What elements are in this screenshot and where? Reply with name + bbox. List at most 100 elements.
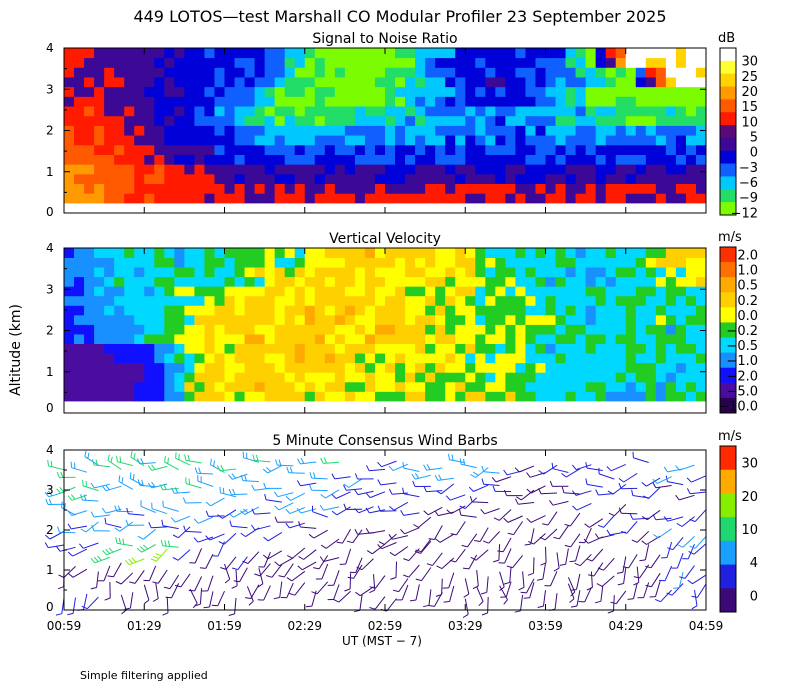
heatmap-cell bbox=[445, 48, 456, 59]
wind-barb bbox=[621, 512, 638, 515]
y-tick-label: 4 bbox=[46, 41, 54, 55]
heatmap-cell bbox=[475, 125, 486, 136]
heatmap-cell bbox=[234, 173, 245, 185]
wind-barb-flag bbox=[231, 567, 239, 571]
heatmap-cell bbox=[435, 144, 446, 155]
wind-barb-flag bbox=[121, 477, 124, 484]
heatmap-cell bbox=[685, 305, 697, 316]
y-tick-label: 0 bbox=[46, 205, 54, 219]
heatmap-cell bbox=[284, 125, 296, 136]
wind-barb bbox=[321, 563, 329, 580]
heatmap-cell bbox=[605, 372, 617, 383]
heatmap-cell bbox=[505, 135, 516, 146]
wind-barb-flag bbox=[90, 511, 95, 518]
heatmap-cell bbox=[395, 125, 406, 136]
heatmap-cell bbox=[144, 183, 155, 194]
heatmap-cell bbox=[154, 257, 165, 268]
heatmap-cell bbox=[465, 295, 476, 306]
heatmap-cell bbox=[354, 324, 366, 335]
heatmap-cell bbox=[324, 193, 336, 204]
heatmap-cell bbox=[505, 77, 516, 88]
heatmap-cell bbox=[445, 154, 456, 165]
heatmap-cell bbox=[475, 257, 486, 268]
wind-barb bbox=[129, 477, 145, 487]
wind-barb-flag bbox=[56, 471, 60, 478]
heatmap-cell bbox=[164, 57, 175, 68]
heatmap-cell bbox=[74, 86, 85, 97]
heatmap-cell bbox=[535, 381, 546, 392]
heatmap-cell bbox=[84, 106, 95, 117]
heatmap-cell bbox=[294, 86, 306, 97]
heatmap-cell bbox=[645, 353, 657, 364]
heatmap-cell bbox=[645, 305, 657, 316]
heatmap-cell bbox=[374, 248, 386, 258]
heatmap-cell bbox=[495, 144, 506, 155]
wind-barb bbox=[476, 570, 479, 587]
wind-barb-flag bbox=[244, 597, 251, 599]
wind-barb-flag bbox=[414, 473, 420, 479]
heatmap-cell bbox=[314, 334, 326, 345]
heatmap-cell bbox=[274, 135, 286, 146]
heatmap-cell bbox=[174, 362, 185, 373]
wind-barb-flag bbox=[136, 547, 143, 553]
heatmap-cell bbox=[344, 362, 356, 373]
wind-barb bbox=[691, 475, 707, 483]
wind-barb bbox=[164, 461, 179, 471]
colorbar-swatch bbox=[720, 564, 736, 589]
wind-barb-flag bbox=[296, 480, 301, 486]
colorbar-label: 4 bbox=[750, 556, 758, 571]
wind-barb bbox=[169, 574, 180, 589]
heatmap-cell bbox=[505, 193, 516, 204]
wind-barb bbox=[185, 459, 202, 464]
wind-barb-flag bbox=[673, 587, 680, 589]
heatmap-cell bbox=[364, 96, 376, 107]
heatmap-cell bbox=[144, 362, 155, 373]
heatmap-cell bbox=[555, 164, 566, 175]
heatmap-cell bbox=[435, 164, 446, 175]
heatmap-cell bbox=[695, 67, 707, 78]
heatmap-cell bbox=[465, 276, 476, 287]
heatmap-cell bbox=[294, 248, 306, 258]
wind-barb-flag bbox=[288, 592, 296, 596]
heatmap-cell bbox=[134, 115, 145, 126]
wind-barb-flag bbox=[540, 562, 547, 566]
heatmap-cell bbox=[485, 324, 496, 335]
heatmap-cell bbox=[244, 183, 255, 194]
wind-barb-flag bbox=[97, 555, 102, 561]
wind-barb bbox=[151, 508, 168, 515]
heatmap-cell bbox=[435, 96, 446, 107]
heatmap-cell bbox=[174, 324, 185, 335]
wind-barb-flag bbox=[286, 466, 290, 473]
heatmap-cell bbox=[334, 267, 346, 278]
wind-barb-flag bbox=[528, 540, 534, 545]
heatmap-cell bbox=[204, 77, 215, 88]
heatmap-cell bbox=[184, 57, 195, 68]
heatmap-cell bbox=[234, 353, 245, 364]
heatmap-cell bbox=[244, 173, 255, 185]
heatmap-cell bbox=[585, 164, 597, 175]
wind-barb-flag bbox=[369, 589, 376, 594]
heatmap-cell bbox=[84, 267, 95, 278]
heatmap-cell bbox=[274, 353, 286, 364]
heatmap-cell bbox=[485, 391, 496, 402]
heatmap-cell bbox=[645, 135, 657, 146]
heatmap-cell bbox=[264, 154, 276, 165]
heatmap-cell bbox=[154, 125, 165, 136]
wind-barb-flag bbox=[631, 489, 634, 496]
heatmap-cell bbox=[304, 314, 316, 325]
wind-barb bbox=[610, 463, 626, 472]
heatmap-cell bbox=[535, 276, 546, 287]
heatmap-cell bbox=[284, 173, 296, 185]
heatmap-cell bbox=[555, 276, 566, 287]
wind-barb bbox=[141, 544, 156, 553]
heatmap-cell bbox=[224, 305, 235, 316]
wind-barb bbox=[681, 516, 695, 527]
heatmap-cell bbox=[675, 96, 687, 107]
heatmap-cell bbox=[395, 305, 406, 316]
heatmap-cell bbox=[64, 106, 75, 117]
wind-barb-flag bbox=[633, 581, 640, 586]
heatmap-cell bbox=[625, 391, 637, 402]
heatmap-cell bbox=[104, 48, 115, 59]
heatmap-cell bbox=[575, 334, 587, 345]
heatmap-cell bbox=[615, 154, 627, 165]
